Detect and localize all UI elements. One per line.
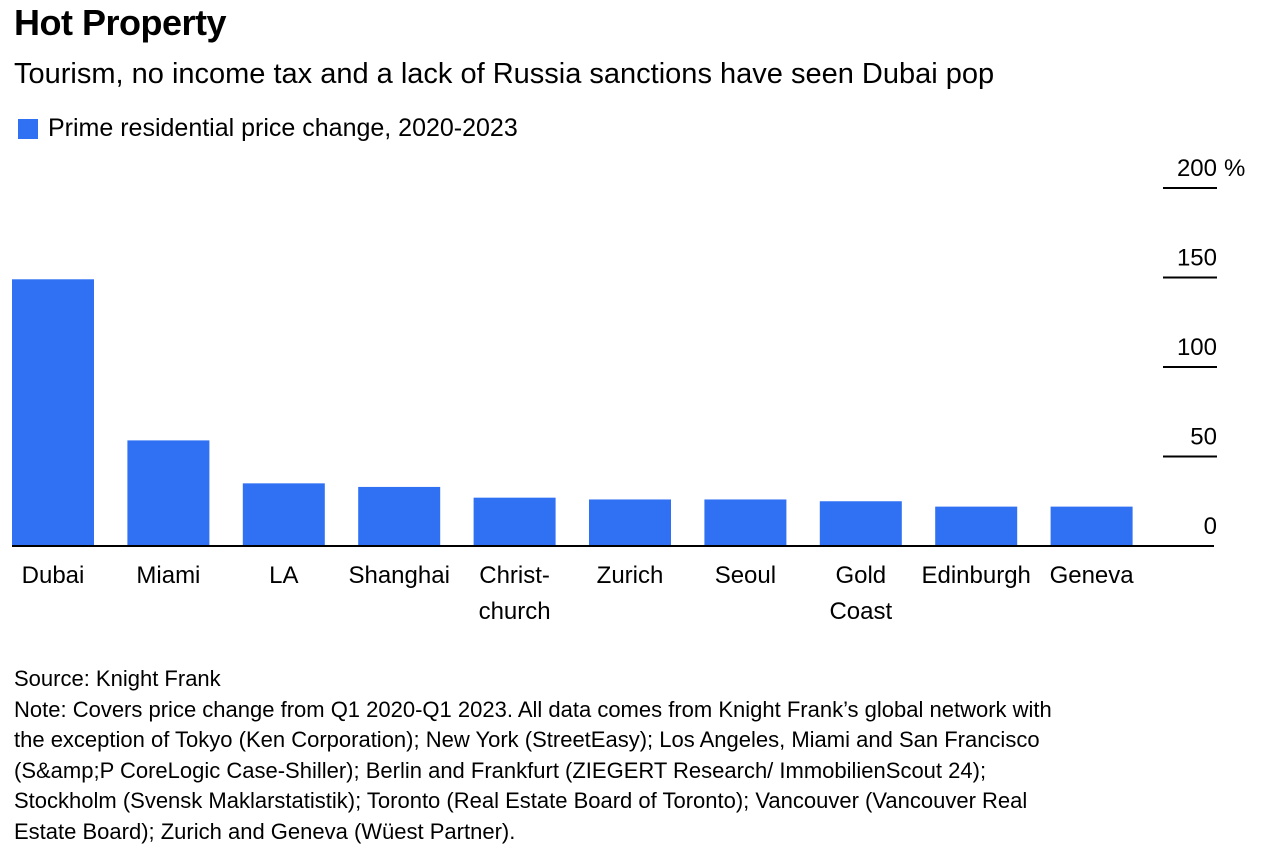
bar — [12, 279, 94, 546]
x-tick-label: Coast — [829, 598, 892, 625]
y-tick-label: 100 — [1177, 334, 1217, 361]
legend: Prime residential price change, 2020-202… — [18, 114, 518, 143]
y-tick-label: 50 — [1190, 424, 1217, 451]
bar — [1050, 506, 1133, 546]
bar — [704, 499, 787, 546]
note-line: Note: Covers price change from Q1 2020-Q… — [14, 696, 1052, 722]
bar — [819, 501, 902, 546]
x-tick-label: Gold — [835, 562, 886, 589]
note-line: the exception of Tokyo (Ken Corporation)… — [14, 727, 1040, 752]
source-text: Source: Knight Frank — [14, 666, 221, 691]
legend-label: Prime residential price change, 2020-202… — [48, 114, 518, 142]
bar — [242, 483, 325, 546]
legend-swatch — [18, 118, 38, 139]
bar — [358, 486, 441, 546]
y-tick-label: 150 — [1177, 245, 1217, 272]
bar — [473, 497, 556, 546]
x-tick-label: Zurich — [597, 562, 664, 589]
note-line: (S&amp;P CoreLogic Case-Shiller); Berlin… — [14, 757, 987, 783]
x-tick-label: Dubai — [22, 562, 85, 589]
x-tick-label: Geneva — [1050, 562, 1135, 589]
chart-title: Hot Property — [14, 2, 227, 43]
x-tick-label: Shanghai — [348, 562, 449, 589]
x-tick-label: Edinburgh — [921, 562, 1030, 589]
footer: Source: Knight Frank Note: Covers price … — [14, 664, 1254, 847]
x-tick-label: Miami — [136, 562, 200, 589]
y-tick-label: 0 — [1204, 513, 1217, 540]
x-tick-label: Seoul — [715, 562, 776, 589]
bar-chart: 0 50 100 150 200 % Dubai Miami LA Shanghai Christ-… — [12, 155, 1245, 625]
bar — [127, 440, 210, 546]
y-tick-label: 200 — [1177, 155, 1217, 182]
note-line: Estate Board); Zurich and Geneva (Wüest … — [14, 818, 516, 844]
note-line: Stockholm (Svensk Maklarstatistik); Toro… — [14, 788, 1028, 813]
bar — [589, 499, 671, 546]
bar — [935, 506, 1018, 546]
x-tick-label: church — [479, 598, 551, 625]
chart-subtitle: Tourism, no income tax and a lack of Rus… — [14, 58, 995, 90]
y-unit-label: % — [1224, 155, 1245, 182]
x-tick-label: LA — [269, 562, 298, 589]
x-tick-label: Christ- — [479, 562, 550, 589]
